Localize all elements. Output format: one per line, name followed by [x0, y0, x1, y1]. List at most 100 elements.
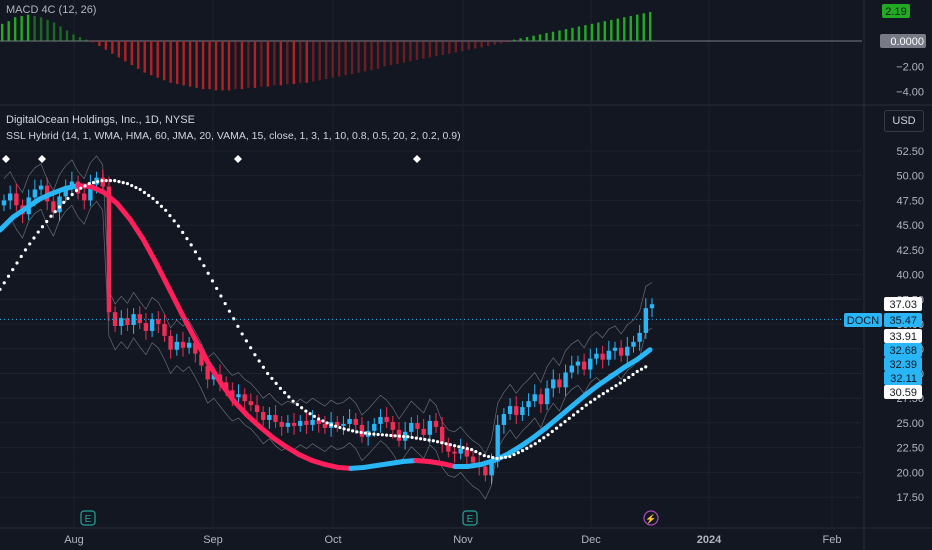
ticker-badge: [844, 313, 882, 327]
candle-body: [390, 421, 395, 430]
macd-bar: [532, 35, 535, 41]
ssl-baseline-segment: [582, 382, 601, 398]
trail-dot: [346, 428, 350, 432]
y-tick-label: 45.00: [896, 220, 924, 232]
price-label: 32.68: [889, 345, 917, 357]
trail-dot: [529, 444, 533, 448]
candle-body: [149, 319, 155, 331]
macd-bar: [571, 27, 574, 41]
trail-dot: [512, 452, 516, 457]
candle-body: [353, 418, 358, 425]
macd-bar: [273, 41, 276, 86]
candle-body: [489, 461, 494, 476]
candle-body: [347, 418, 352, 424]
trail-dot: [503, 455, 508, 459]
candle-body: [335, 421, 340, 426]
trail-dot: [410, 435, 414, 440]
candle-body: [378, 416, 383, 424]
trail-dot: [249, 346, 253, 350]
macd-bar: [279, 41, 283, 86]
trail-dot: [15, 261, 19, 265]
ssl-baseline-segment: [244, 412, 263, 430]
candle-body: [131, 314, 136, 326]
trail-dot: [53, 210, 57, 214]
macd-bar: [597, 22, 600, 41]
candle-body: [514, 406, 519, 416]
ssl-baseline-segment: [231, 398, 250, 418]
ssl-baseline-segment: [543, 414, 562, 431]
candle-body: [415, 422, 420, 429]
trail-dot: [359, 430, 363, 435]
y-tick-label: 47.50: [896, 195, 924, 207]
trail-dot: [385, 433, 389, 437]
trail-dot: [525, 446, 529, 450]
macd-bar: [59, 26, 62, 41]
trail-dot: [635, 369, 639, 374]
macd-bar: [551, 31, 555, 41]
candle-body: [57, 196, 62, 213]
ssl-baseline-segment: [634, 347, 653, 363]
macd-bar: [538, 34, 542, 41]
candle-body: [526, 401, 531, 408]
trail-dot: [338, 425, 342, 430]
trail-dot: [2, 281, 6, 285]
trail-dot: [368, 432, 372, 436]
candle-body: [174, 341, 179, 350]
trail-dot: [134, 185, 138, 190]
candle-body: [631, 341, 636, 347]
macd-bar: [409, 41, 412, 62]
trail-dot: [304, 409, 308, 413]
trail-dot: [363, 431, 367, 435]
macd-bar: [448, 41, 451, 54]
candle-body: [637, 332, 642, 342]
trail-dot: [66, 196, 70, 201]
ssl-baseline-segment: [114, 200, 133, 222]
trail-dot: [202, 264, 206, 268]
trail-dot: [121, 180, 125, 185]
y-tick-label: 22.50: [896, 443, 924, 455]
trail-dot: [87, 181, 91, 186]
trail-dot: [554, 426, 559, 430]
price-label: 33.91: [889, 331, 917, 343]
trail-dot: [389, 433, 393, 438]
ticker-label: DOCN: [847, 315, 879, 327]
macd-bar: [325, 41, 328, 79]
candle-body: [205, 365, 210, 380]
trail-dot: [189, 243, 193, 247]
trail-dot: [576, 410, 580, 414]
macd-bar: [46, 19, 49, 41]
trail-dot: [469, 448, 474, 452]
trail-dot: [28, 242, 32, 246]
macd-bar: [72, 34, 75, 41]
trail-dot: [601, 391, 605, 396]
trail-dot: [571, 413, 576, 417]
candle-body: [569, 365, 574, 373]
candle-body: [483, 466, 488, 476]
ssl-baseline-segment: [621, 357, 640, 371]
x-tick-label-feb: Feb: [823, 534, 842, 546]
ssl-baseline-segment: [283, 444, 302, 458]
candle-body: [236, 394, 241, 398]
macd-bar: [20, 15, 23, 41]
trail-dot: [155, 200, 159, 204]
trail-dot: [257, 359, 261, 363]
trail-dot: [125, 181, 130, 186]
trail-dot: [113, 179, 117, 183]
price-label-badge: [884, 329, 922, 343]
ssl-baseline-segment: [23, 196, 42, 211]
trail-dot: [418, 437, 423, 441]
trail-dot: [516, 451, 520, 455]
ssl-baseline-segment: [218, 380, 237, 404]
macd-bar: [636, 14, 639, 42]
currency-button[interactable]: USD: [884, 110, 924, 132]
macd-tick-label: −4.00: [896, 87, 924, 99]
trail-dot: [605, 389, 610, 393]
earnings-icon: [462, 510, 478, 526]
trail-dot: [57, 205, 62, 209]
macd-bar: [480, 41, 483, 48]
candle-body: [421, 428, 426, 435]
macd-bar: [415, 41, 419, 60]
macd-bar: [13, 17, 17, 41]
trail-dot: [474, 450, 478, 454]
